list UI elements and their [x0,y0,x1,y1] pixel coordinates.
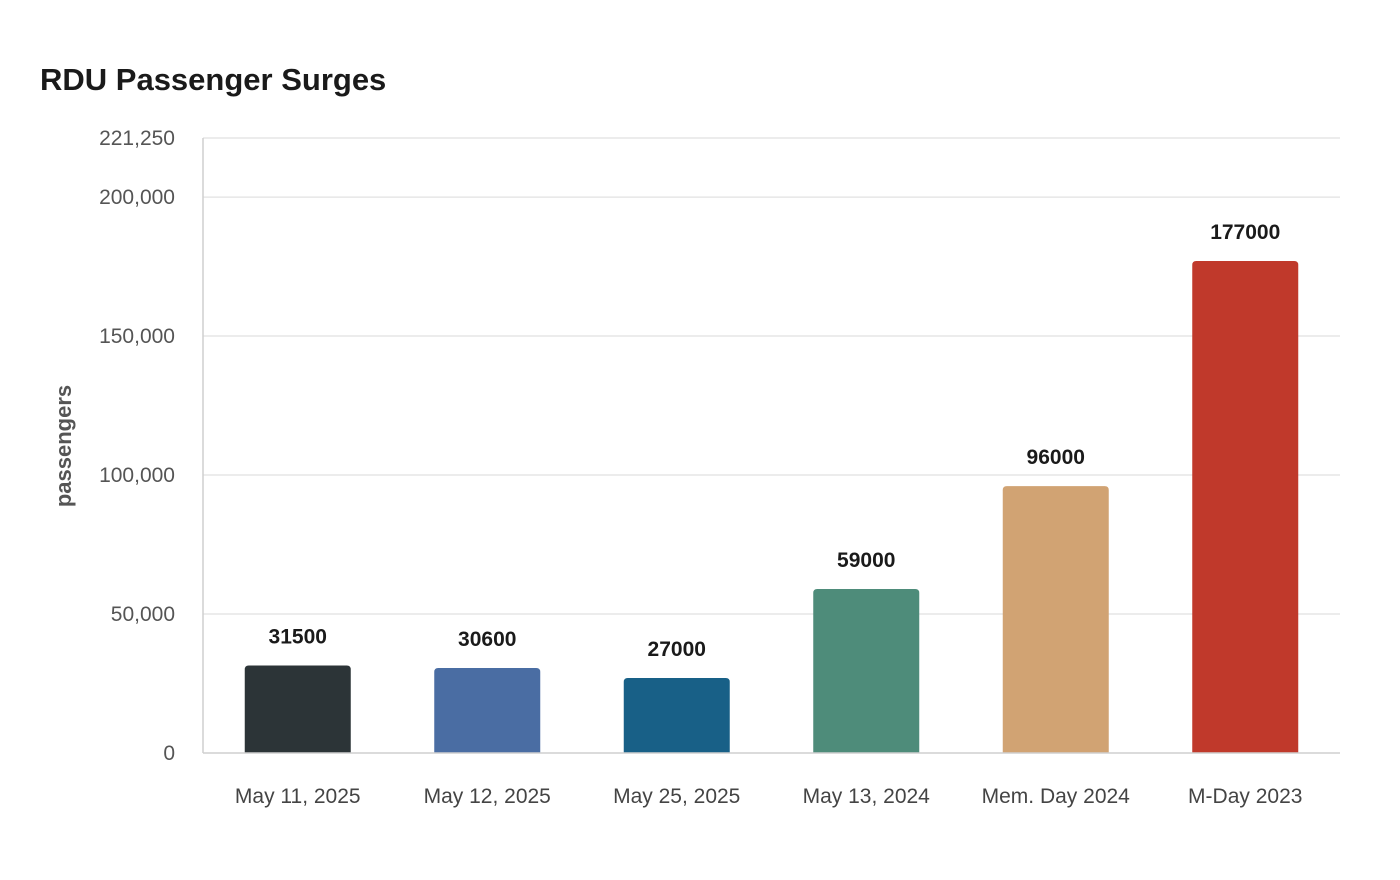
bar-value-label: 30600 [458,628,516,651]
y-tick-label: 0 [163,742,175,765]
bar [1002,486,1109,753]
bar [244,665,351,753]
bars [244,261,1299,753]
x-axis-ticks: May 11, 2025 May 12, 2025 May 25, 2025 May … [235,785,1303,808]
x-tick-label: M-Day 2023 [1188,785,1302,808]
y-tick-label: 50,000 [111,603,175,626]
x-tick-label: May 12, 2025 [424,785,551,808]
x-tick-label: Mem. Day 2024 [982,785,1131,808]
x-tick-label: May 13, 2024 [803,785,931,808]
chart-title: RDU Passenger Surges [40,62,386,97]
y-axis-label: passengers [51,385,76,507]
y-tick-label: 221,250 [99,127,175,150]
bar [623,677,730,753]
gridlines [203,137,1340,615]
y-tick-label: 150,000 [99,325,175,348]
bar-value-label: 31500 [269,625,327,648]
x-tick-label: May 25, 2025 [613,785,740,808]
x-tick-label: May 11, 2025 [235,785,361,808]
bar [813,589,920,753]
y-tick-label: 200,000 [99,186,175,209]
bar [434,667,541,753]
bar-value-label: 96000 [1027,446,1085,469]
bar-value-label: 177000 [1210,221,1280,244]
y-tick-label: 100,000 [99,464,175,487]
bar-value-label: 27000 [648,638,706,661]
data-labels: 31500 30600 27000 59000 96000 177000 [269,221,1281,661]
y-axis-ticks: 0 50,000 100,000 150,000 200,000 221,250 [99,127,175,765]
bar [1192,261,1299,753]
bar-value-label: 59000 [837,549,895,572]
axes [202,138,1340,754]
